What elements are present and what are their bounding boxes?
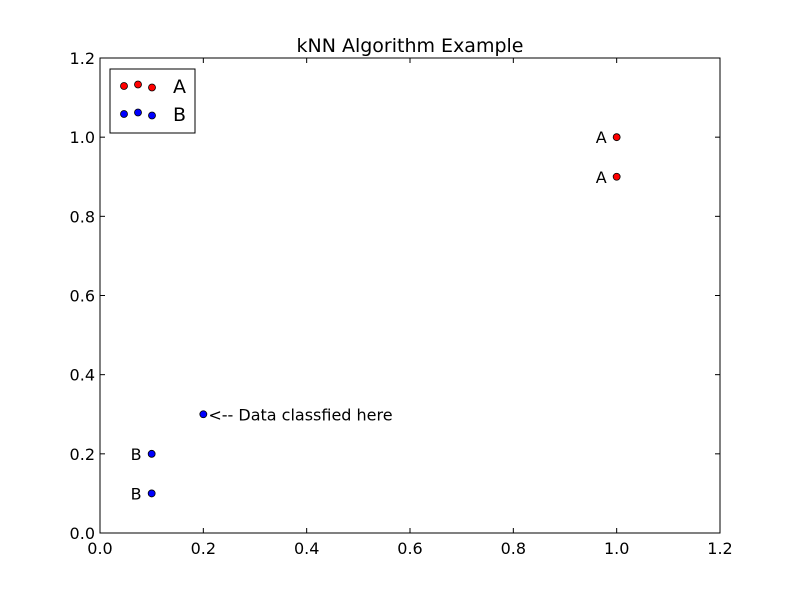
- data-point-a: [612, 172, 621, 181]
- data-point-b: [147, 449, 156, 458]
- point-annotation: B: [131, 445, 142, 464]
- legend-marker-a: [134, 80, 142, 89]
- legend-label-b: B: [173, 104, 186, 126]
- legend-marker-b: [148, 111, 156, 120]
- legend-label-a: A: [173, 76, 186, 98]
- legend: AB: [109, 68, 196, 134]
- data-point-a: [612, 133, 621, 142]
- y-tick-label: 0.0: [70, 524, 95, 543]
- chart-title: kNN Algorithm Example: [297, 35, 524, 57]
- y-tick-label: 0.4: [70, 366, 95, 385]
- x-tick-label: 0.6: [397, 539, 422, 558]
- x-tick-label: 0.2: [191, 539, 216, 558]
- query-annotation: <-- Data classfied here: [208, 405, 392, 424]
- data-points: [147, 133, 621, 498]
- legend-marker-b: [134, 108, 142, 117]
- legend-box: [109, 68, 196, 134]
- axes: 0.0 0.2 0.4 0.6 0.8 1.0 1.2 0.0 0.2 0.4 0.6 0.8 1.0 1…: [70, 49, 733, 558]
- data-point-b: [147, 489, 156, 498]
- point-annotations: A A B B <-- Data classfied here: [131, 128, 607, 503]
- y-tick-label: 0.6: [70, 287, 95, 306]
- x-tick-label: 1.2: [707, 539, 732, 558]
- x-tick-label: 0.4: [294, 539, 319, 558]
- point-annotation: B: [131, 484, 142, 503]
- point-annotation: A: [596, 128, 607, 147]
- legend-marker-a: [148, 83, 156, 92]
- query-point: [199, 410, 208, 419]
- y-tick-label: 0.8: [70, 207, 95, 226]
- legend-marker-a: [120, 82, 128, 90]
- y-tick-label: 1.2: [70, 49, 95, 68]
- legend-marker-b: [120, 110, 128, 118]
- x-tick-label: 0.8: [501, 539, 526, 558]
- x-tick-label: 1.0: [604, 539, 629, 558]
- point-annotation: A: [596, 168, 607, 187]
- x-tick-label: 0.0: [87, 539, 112, 558]
- y-tick-label: 1.0: [70, 128, 95, 147]
- y-tick-label: 0.2: [70, 445, 95, 464]
